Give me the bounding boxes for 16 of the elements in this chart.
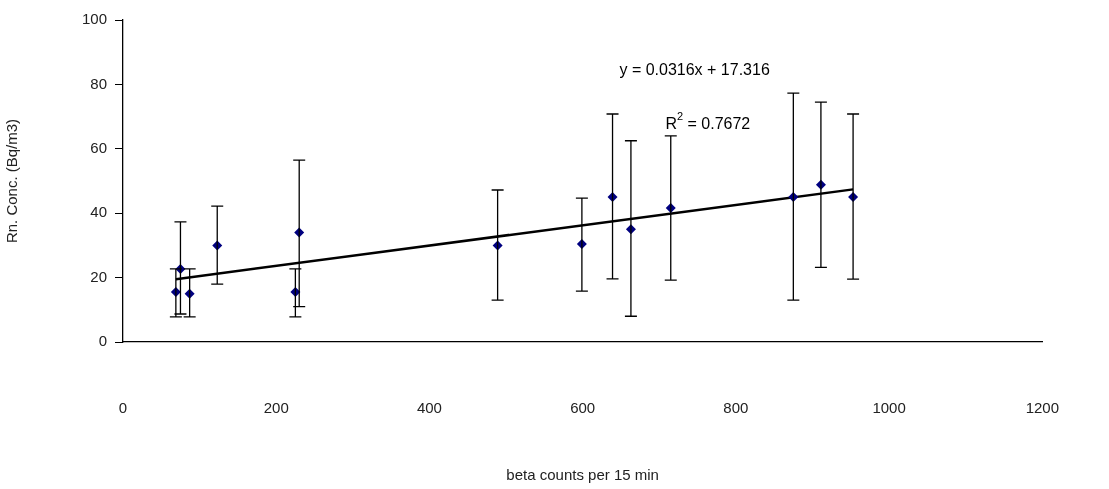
x-tick-label: 800 bbox=[723, 399, 749, 417]
y-tick-label: 60 bbox=[90, 138, 107, 156]
x-tick-label: 600 bbox=[570, 399, 596, 417]
y-tick-label: 0 bbox=[98, 332, 107, 350]
x-tick-label: 200 bbox=[263, 399, 289, 417]
x-tick-label: 0 bbox=[118, 399, 128, 417]
x-axis-title: beta counts per 15 min bbox=[506, 466, 659, 484]
annotation: y = 0.0316x + 17.316 bbox=[619, 60, 770, 78]
x-tick-label: 1200 bbox=[1025, 399, 1059, 417]
y-tick-label: 40 bbox=[90, 203, 107, 221]
y-axis-title: Rn. Conc. (Bq/m3) bbox=[3, 118, 21, 244]
y-tick-label: 20 bbox=[90, 267, 107, 285]
x-tick-label: 1000 bbox=[872, 399, 906, 417]
y-tick-label: 100 bbox=[81, 10, 107, 28]
y-tick-label: 80 bbox=[90, 74, 107, 92]
x-tick-label: 400 bbox=[416, 399, 442, 417]
